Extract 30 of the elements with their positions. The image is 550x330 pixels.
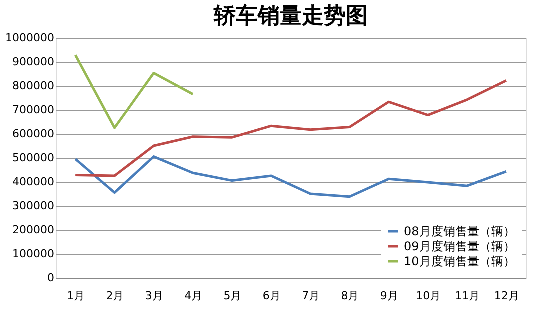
chart-title: 轿车销量走势图 <box>213 3 368 29</box>
y-tick-label: 0 <box>48 272 54 284</box>
line-series <box>74 156 508 198</box>
x-tick-label: 1月 <box>67 290 86 302</box>
line-series <box>74 79 508 178</box>
legend-label: 09月度销售量（辆） <box>404 240 516 254</box>
y-tick-label: 1000000 <box>6 32 54 44</box>
y-tick-label: 300000 <box>12 200 54 212</box>
legend-label: 08月度销售量（辆） <box>404 224 516 238</box>
y-tick-label: 900000 <box>12 56 54 68</box>
x-tick-label: 2月 <box>106 290 124 302</box>
x-tick-label: 7月 <box>302 290 320 302</box>
y-tick-label: 600000 <box>12 128 54 140</box>
x-tick-label: 9月 <box>380 290 398 302</box>
x-tick-label: 6月 <box>262 290 281 302</box>
x-tick-label: 12月 <box>494 290 520 302</box>
legend-label: 10月度销售量（辆） <box>404 254 516 268</box>
y-tick-label: 700000 <box>12 104 54 116</box>
y-tick-label: 400000 <box>12 176 54 188</box>
x-tick-label: 5月 <box>224 290 242 302</box>
y-tick-label: 800000 <box>12 80 54 92</box>
x-tick-label: 4月 <box>184 290 203 302</box>
y-tick-label: 100000 <box>12 248 54 260</box>
x-tick-label: 10月 <box>416 290 442 302</box>
y-tick-label: 200000 <box>12 224 54 236</box>
x-tick-label: 11月 <box>455 290 480 302</box>
x-tick-label: 8月 <box>341 290 360 302</box>
line-series <box>74 54 194 130</box>
x-tick-label: 3月 <box>145 290 164 302</box>
y-tick-label: 500000 <box>12 152 54 164</box>
